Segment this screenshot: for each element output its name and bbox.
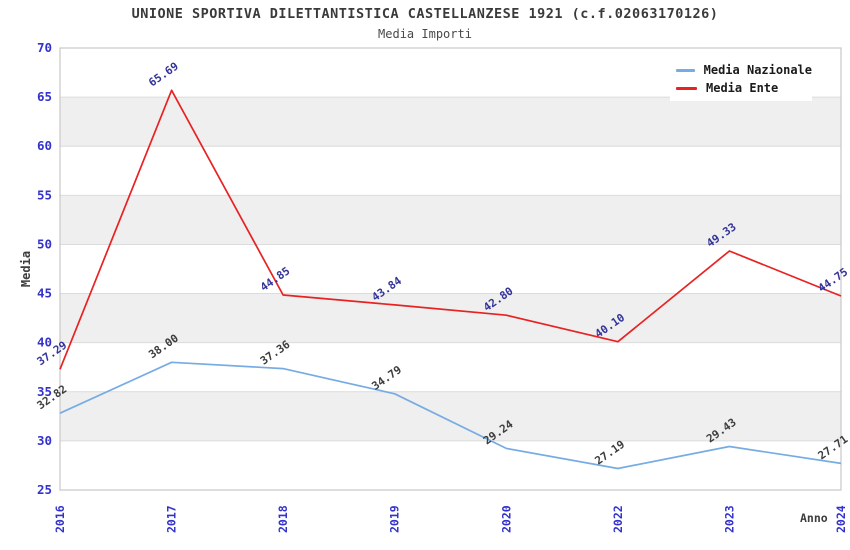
band-fill bbox=[60, 195, 841, 245]
y-tick-label: 35 bbox=[37, 384, 52, 399]
x-tick-label: 2019 bbox=[388, 505, 402, 533]
data-label: 44.75 bbox=[816, 265, 850, 295]
chart-title: UNIONE SPORTIVA DILETTANTISTICA CASTELLA… bbox=[131, 6, 719, 22]
legend-label-nazionale: Media Nazionale bbox=[703, 63, 812, 77]
y-tick-label: 50 bbox=[37, 236, 52, 251]
x-tick-label: 2022 bbox=[611, 505, 625, 533]
x-tick-label: 2016 bbox=[53, 505, 67, 533]
legend-item-media-nazionale: Media Nazionale bbox=[676, 63, 812, 77]
x-axis-label: Anno bbox=[800, 511, 828, 525]
x-tick-label: 2020 bbox=[499, 505, 513, 533]
y-tick-label: 30 bbox=[37, 433, 52, 448]
legend-line-sample-nazionale bbox=[676, 68, 695, 72]
y-tick-label: 45 bbox=[37, 286, 52, 301]
data-label: 34.79 bbox=[369, 363, 404, 393]
y-tick-label: 40 bbox=[37, 335, 52, 350]
series-line-media-nazionale bbox=[59, 361, 842, 470]
y-tick-label: 70 bbox=[37, 40, 52, 55]
x-tick-label: 2024 bbox=[834, 505, 848, 533]
data-label: 65.69 bbox=[146, 60, 181, 90]
data-label: 27.19 bbox=[593, 438, 628, 468]
y-tick-label: 25 bbox=[37, 482, 52, 497]
plot-border bbox=[59, 47, 842, 491]
band-fill bbox=[60, 391, 841, 441]
data-label: 44.85 bbox=[258, 264, 293, 294]
y-tick-label: 55 bbox=[37, 187, 52, 202]
x-tick-label: 2017 bbox=[165, 505, 179, 533]
band-fill bbox=[60, 293, 841, 343]
legend-item-media-ente: Media Ente bbox=[676, 81, 812, 95]
legend-line-sample-ente bbox=[676, 86, 697, 90]
y-tick-label: 60 bbox=[37, 138, 52, 153]
x-tick-label: 2023 bbox=[722, 505, 736, 533]
chart-subtitle: Media Importi bbox=[378, 27, 472, 41]
x-tick-label: 2018 bbox=[276, 505, 290, 533]
legend-label-ente: Media Ente bbox=[706, 81, 779, 95]
band-fill bbox=[60, 97, 841, 147]
y-tick-label: 65 bbox=[37, 89, 52, 104]
legend: Media Nazionale Media Ente bbox=[670, 57, 812, 101]
series-line-media-ente bbox=[59, 89, 842, 370]
y-axis-label: Media bbox=[19, 250, 33, 288]
